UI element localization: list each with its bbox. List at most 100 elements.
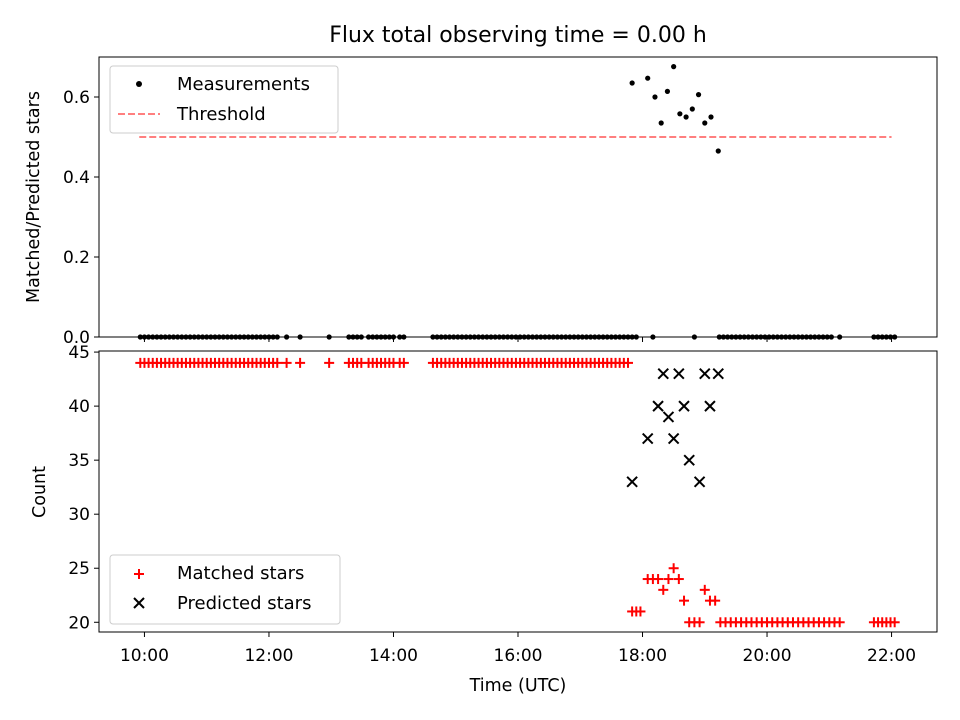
measurement-point xyxy=(664,88,671,94)
predicted-star-stroke xyxy=(683,454,695,466)
top-chart-title: Flux total observing time = 0.00 h xyxy=(329,23,707,48)
measurement-point xyxy=(253,334,260,340)
measurement-point xyxy=(513,334,519,340)
measurement-point xyxy=(354,334,360,340)
measurement-point xyxy=(378,334,384,340)
predicted-star-point xyxy=(678,400,690,412)
measurement-point xyxy=(716,334,722,340)
measurement-point xyxy=(733,334,739,340)
measurement-point xyxy=(766,334,772,340)
predicted-star-stroke xyxy=(626,476,638,488)
measurement-point xyxy=(525,334,531,340)
measurement-point xyxy=(386,334,392,340)
x-tick-label: 10:00 xyxy=(120,646,169,666)
measurement-point xyxy=(249,334,255,340)
predicted-star-point xyxy=(626,476,638,488)
predicted-star-stroke xyxy=(641,432,654,445)
measurement-point xyxy=(708,114,714,120)
measurement-point xyxy=(758,334,764,340)
bottom-y-tick-label: 35 xyxy=(68,451,90,471)
matched-star-point xyxy=(295,357,306,368)
measurement-point xyxy=(488,334,494,340)
predicted-star-point xyxy=(673,367,685,380)
measurement-point xyxy=(608,334,614,340)
measurement-point xyxy=(575,334,581,340)
measurement-point xyxy=(496,334,502,340)
predicted-star-stroke xyxy=(704,400,716,412)
measurement-point xyxy=(625,334,631,340)
measurement-point xyxy=(150,334,156,340)
measurement-point xyxy=(521,334,527,340)
predicted-star-point xyxy=(712,367,724,380)
measurement-point xyxy=(463,334,469,340)
x-ticks: 10:00 12:00 14:00 16:00 18:00 20:00 22:00 xyxy=(120,337,916,666)
measurement-point xyxy=(720,334,727,340)
measurement-point xyxy=(237,334,243,340)
measurement-point xyxy=(475,334,482,340)
bottom-legend: Matched stars Predicted stars xyxy=(109,554,341,625)
measurement-point xyxy=(397,334,403,340)
matched-star-point xyxy=(699,584,710,595)
measurement-point xyxy=(542,334,548,340)
x-axis-label: Time (UTC) xyxy=(469,676,567,696)
measurement-point xyxy=(258,334,264,340)
measurement-point xyxy=(270,334,276,340)
legend-threshold-label: Threshold xyxy=(176,104,266,125)
measurement-point xyxy=(262,334,268,340)
measurement-point xyxy=(195,334,202,340)
measurement-point xyxy=(434,334,440,340)
matched-star-point xyxy=(398,357,409,368)
measurement-point xyxy=(683,114,689,120)
measurement-point xyxy=(166,334,172,340)
bottom-legend-box xyxy=(109,554,341,625)
measurement-point xyxy=(216,334,222,340)
measurement-point xyxy=(567,334,573,340)
measurement-point xyxy=(650,334,656,340)
bottom-y-tick-label: 45 xyxy=(68,343,90,363)
bottom-plot-area xyxy=(135,357,900,628)
measurement-point xyxy=(297,334,303,340)
measurement-point xyxy=(592,334,598,340)
measurement-point xyxy=(671,64,677,70)
measurement-point xyxy=(382,334,388,340)
measurement-point xyxy=(233,334,239,340)
measurement-point xyxy=(629,80,635,86)
legend-measurements-marker xyxy=(136,81,142,87)
measurement-point xyxy=(629,334,635,340)
measurement-point xyxy=(799,334,805,340)
measurement-point xyxy=(529,334,536,340)
measurement-point xyxy=(467,334,473,340)
measurement-point xyxy=(374,334,380,340)
matched-star-point xyxy=(653,574,664,585)
measurement-point xyxy=(563,334,569,340)
measurement-point xyxy=(808,334,814,340)
measurement-point xyxy=(179,334,185,340)
measurement-point xyxy=(534,334,540,340)
predicted-star-stroke xyxy=(662,411,675,423)
measurement-point xyxy=(812,334,818,340)
measurement-point xyxy=(762,334,768,340)
predicted-star-stroke xyxy=(712,367,724,380)
measurement-point xyxy=(505,334,511,340)
top-plot-area xyxy=(137,64,898,340)
measurement-point xyxy=(430,334,436,340)
measurement-point xyxy=(154,334,160,340)
measurement-point xyxy=(783,334,789,340)
matched-star-point xyxy=(889,617,900,628)
measurement-point xyxy=(183,334,189,340)
top-y-tick-label: 0.2 xyxy=(63,248,90,268)
predicted-star-point xyxy=(667,432,680,445)
top-legend-box xyxy=(109,65,339,134)
measurement-point xyxy=(446,334,453,340)
predicted-star-point xyxy=(657,367,669,380)
measurement-point xyxy=(438,334,444,340)
bottom-y-tick-label: 20 xyxy=(68,613,90,633)
matched-star-point xyxy=(622,357,633,368)
measurement-point xyxy=(480,334,486,340)
measurement-point xyxy=(346,334,352,340)
measurement-point xyxy=(689,106,695,112)
matched-star-point xyxy=(673,574,684,585)
predicted-star-stroke xyxy=(693,476,706,488)
measurement-point xyxy=(158,334,164,340)
matched-star-point xyxy=(281,357,292,368)
